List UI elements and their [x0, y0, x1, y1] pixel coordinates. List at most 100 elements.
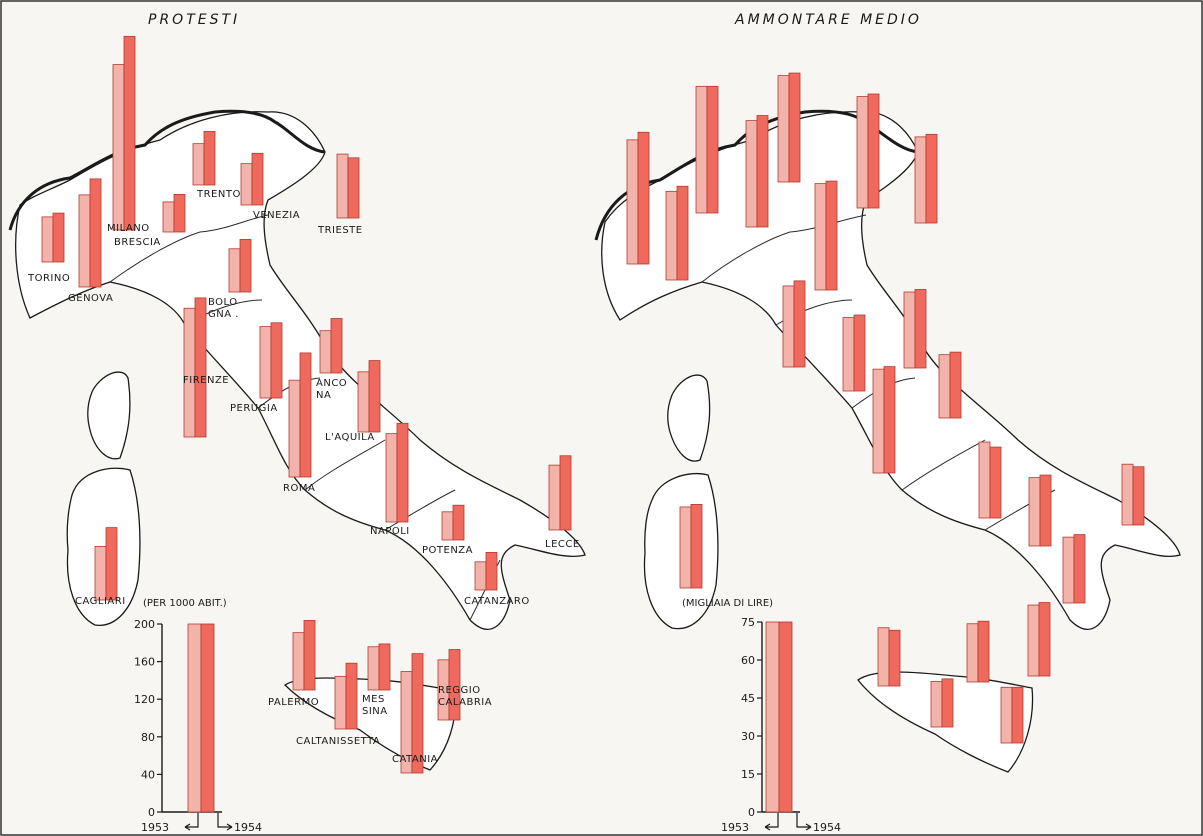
city-label-lecce: LECCE [545, 539, 580, 550]
bar-cagliari-1953 [679, 506, 692, 589]
left-key-bar-1954 [200, 623, 215, 813]
bar-napoli-1953 [385, 433, 398, 523]
right-scale-label-3: 45 [741, 692, 755, 705]
city-label-trieste: TRIESTE [317, 225, 363, 236]
city-label-napoli: NAPOLI [370, 526, 410, 537]
city-label-line: GENOVA [68, 293, 113, 304]
bar-napoli-1954 [396, 422, 409, 523]
bar-potenza-1953 [1028, 477, 1041, 547]
left-bars [41, 35, 572, 774]
bar-perugia-1953 [259, 326, 272, 399]
bar-milano-1953 [112, 64, 125, 231]
bar-lecce-1954 [1132, 466, 1145, 526]
bar-bologna-1954 [825, 180, 838, 291]
left-city-labels: TORINO GENOVA MILANO BRESCIA TRENTO VENEZIA TR… [27, 189, 580, 765]
bar-brescia-1953 [745, 120, 758, 228]
bar-genova-1953 [665, 190, 678, 281]
bar-napoli-1954 [989, 446, 1002, 519]
bar-milano-1954 [123, 35, 136, 231]
right-scale-label-5: 75 [741, 616, 755, 629]
bar-lecce-1954 [559, 455, 572, 531]
bar-catanzaro-1954 [1073, 534, 1086, 604]
right-scale-label-1: 15 [741, 768, 755, 781]
alpine-border-left [8, 109, 326, 231]
bar-reggio-calabria-1954 [1038, 602, 1051, 677]
bar-messina-1953 [367, 646, 380, 691]
left-scale-label-4: 160 [134, 656, 155, 669]
bar-milano-1953 [695, 85, 708, 214]
city-label-line: MES [362, 694, 385, 705]
bar-palermo-1953 [877, 627, 890, 687]
left-panel-title: PROTESTI [148, 12, 240, 28]
bar-trieste-1954 [925, 133, 938, 224]
city-label-genova: GENOVA [68, 293, 113, 304]
bar-cagliari-1953 [94, 546, 107, 601]
city-label-ancona: ANCO NA [316, 378, 347, 401]
bar-napoli-1953 [978, 441, 991, 519]
left-scale-label-1: 40 [141, 768, 155, 781]
right-unit-label: (MIGLIAIA DI LIRE) [682, 598, 773, 609]
bar-catanzaro-1953 [1062, 536, 1075, 604]
city-label-caltanissetta: CALTANISSETTA [296, 736, 380, 747]
bar-torino-1954 [637, 131, 650, 265]
bar-lecce-1953 [548, 464, 561, 531]
bar-trento-1954 [203, 131, 216, 186]
left-year-legend: 1953 1954 [141, 813, 262, 834]
bar-l-aquila-1954 [949, 351, 962, 419]
city-label-line: PERUGIA [230, 403, 278, 414]
city-label-perugia: PERUGIA [230, 403, 278, 414]
bar-l-aquila-1953 [938, 354, 951, 419]
corsica-right [667, 374, 711, 462]
city-label-venezia: VENEZIA [253, 210, 300, 221]
bar-palermo-1953 [292, 632, 305, 691]
bar-venezia-1953 [856, 96, 869, 209]
city-label-line: REGGIO [438, 685, 481, 696]
city-label-line: GNA . [208, 309, 239, 320]
left-legend-1953: 1953 [141, 821, 169, 834]
bar-venezia-1953 [240, 163, 253, 206]
bar-bologna-1953 [228, 248, 241, 293]
city-label-line: POTENZA [422, 545, 473, 556]
corsica-left [87, 371, 131, 460]
bar-palermo-1954 [888, 629, 901, 687]
right-legend-1953: 1953 [721, 821, 749, 834]
bar-perugia-1954 [853, 314, 866, 392]
bar-trento-1954 [788, 72, 801, 183]
bar-caltanissetta-1954 [345, 662, 358, 730]
city-label-trento: TRENTO [196, 189, 241, 200]
bar-l-aquila-1954 [368, 360, 381, 433]
city-label-brescia: BRESCIA [114, 237, 161, 248]
right-scale-label-4: 60 [741, 654, 755, 667]
bar-firenze-1953 [782, 285, 795, 368]
bar-milano-1954 [706, 85, 719, 214]
city-label-line: FIRENZE [183, 375, 229, 386]
right-legend-arrow-1954 [796, 813, 812, 831]
city-label-palermo: PALERMO [268, 697, 319, 708]
city-label-milano: MILANO [107, 223, 150, 234]
city-label-line: CALTANISSETTA [296, 736, 380, 747]
bar-bologna-1953 [814, 183, 827, 291]
left-key-scale: 0 40 80 120 160 200 [134, 618, 222, 819]
bar-genova-1954 [676, 185, 689, 281]
city-label-reggio-calabria: REGGIO CALABRIA [438, 685, 492, 708]
bar-firenze-1954 [793, 280, 806, 368]
bar-messina-1954 [977, 620, 990, 683]
right-key-scale: 0 15 30 45 60 75 [741, 616, 800, 819]
city-label-line: PALERMO [268, 697, 319, 708]
bar-roma-1954 [299, 352, 312, 478]
bar-potenza-1954 [1039, 474, 1052, 547]
city-label-line: CAGLIARI [75, 596, 126, 607]
bar-brescia-1954 [173, 193, 186, 233]
right-key-bar-1954 [778, 621, 793, 813]
left-scale-label-3: 120 [134, 693, 155, 706]
regions-left [109, 214, 501, 621]
bar-potenza-1953 [441, 511, 454, 541]
city-label-line: TRIESTE [317, 225, 363, 236]
bar-catania-1954 [1011, 686, 1024, 744]
bar-caltanissetta-1953 [930, 681, 943, 728]
right-scale-label-2: 30 [741, 730, 755, 743]
bar-roma-1953 [872, 368, 885, 474]
bar-ancona-1953 [319, 330, 332, 374]
